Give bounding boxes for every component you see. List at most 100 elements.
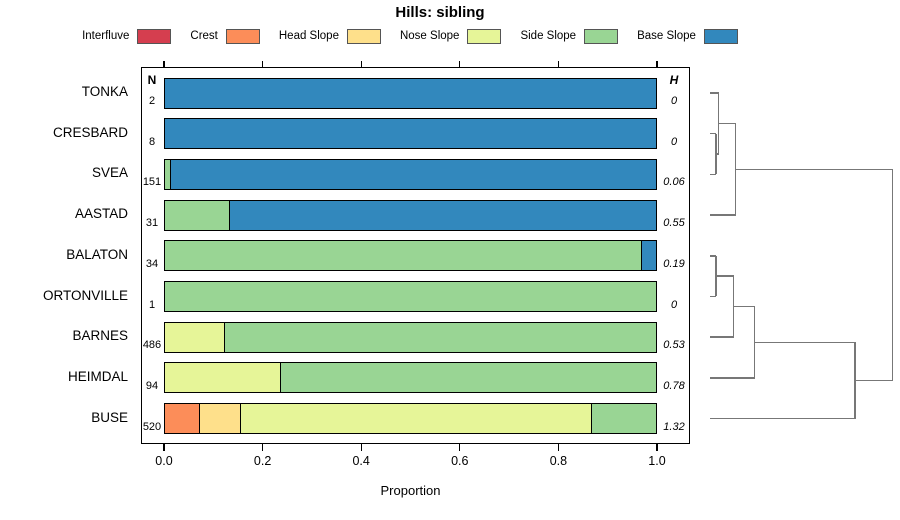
- bar-segment: [165, 322, 224, 352]
- stacked-bar: [164, 77, 657, 109]
- dendrogram-vline: [734, 123, 737, 216]
- row-h-value: 0.53: [663, 339, 685, 352]
- dendrogram-vline: [717, 93, 720, 155]
- row-n-value: 31: [145, 217, 159, 230]
- x-axis-tick-bottom: [163, 444, 165, 451]
- row-h-value: 0: [670, 135, 678, 148]
- row-h-value: 0.78: [663, 379, 685, 392]
- row-label: ORTONVILLE: [42, 287, 128, 303]
- row-h-value: 0.55: [663, 217, 685, 230]
- dendrogram-hline: [710, 132, 716, 135]
- bar-segment: [165, 363, 281, 393]
- bar-segment: [590, 404, 656, 434]
- dendrogram-vline: [732, 276, 735, 338]
- dendrogram-hline: [710, 255, 716, 257]
- row-n-value: 1: [148, 298, 156, 311]
- row-label: HEIMDAL: [67, 368, 128, 384]
- n-column-header: N: [147, 73, 157, 87]
- x-axis-tick-label: 0.8: [549, 454, 568, 468]
- dendrogram-vline: [715, 133, 717, 175]
- bar-segment: [240, 404, 591, 434]
- dendrogram-vline: [715, 255, 717, 297]
- legend-label: Crest: [190, 30, 218, 42]
- bar-segment: [199, 404, 241, 434]
- bar-segment: [165, 159, 170, 189]
- stacked-bar: [164, 118, 657, 150]
- legend-item: Nose Slope: [399, 28, 502, 44]
- x-axis-tick-top: [459, 60, 461, 67]
- x-axis-tick-bottom: [557, 444, 559, 451]
- bar-segment: [641, 241, 656, 271]
- bar-segment: [165, 241, 642, 271]
- legend-item: Crest: [190, 28, 260, 44]
- x-axis-tick-label: 1.0: [648, 454, 666, 468]
- row-n-value: 8: [148, 135, 156, 148]
- bar-segment: [223, 322, 656, 352]
- dendrogram-hline: [710, 92, 719, 94]
- x-axis-title: Proportion: [380, 483, 441, 498]
- dendrogram-hline: [855, 379, 893, 382]
- row-label: CRESBARD: [52, 124, 128, 140]
- dendrogram-hline: [710, 377, 755, 379]
- legend-swatch: [346, 28, 381, 44]
- row-h-value: 0.06: [663, 176, 685, 189]
- chart-title: Hills: sibling: [395, 4, 485, 21]
- dendrogram-vline: [753, 306, 756, 378]
- x-axis-tick-bottom: [459, 444, 461, 451]
- legend-swatch: [467, 28, 502, 44]
- row-label: SVEA: [91, 165, 128, 181]
- x-axis-tick-label: 0.4: [352, 454, 370, 468]
- legend-item: Side Slope: [520, 28, 619, 44]
- dendrogram-hline: [710, 417, 855, 420]
- row-label: TONKA: [81, 84, 128, 99]
- legend-label: Nose Slope: [399, 30, 460, 42]
- x-axis-tick-bottom: [656, 444, 658, 451]
- bar-segment: [228, 200, 656, 230]
- dendrogram-hline: [710, 295, 716, 298]
- dendrogram-hline: [754, 341, 855, 344]
- row-label: BARNES: [72, 328, 128, 344]
- row-label: BALATON: [66, 246, 128, 262]
- legend-label: Interfluve: [82, 30, 130, 42]
- x-axis-tick-top: [360, 60, 362, 67]
- x-axis-tick-label: 0.2: [253, 454, 272, 468]
- dendrogram-hline: [733, 305, 755, 308]
- row-label: BUSE: [91, 409, 128, 425]
- legend-label: Side Slope: [520, 30, 577, 42]
- dendrogram-hline: [716, 153, 719, 155]
- row-n-value: 486: [142, 339, 162, 352]
- bar-segment: [169, 159, 656, 189]
- stacked-bar: [164, 321, 657, 353]
- row-n-value: 2: [148, 95, 156, 107]
- bar-segment: [165, 282, 656, 311]
- row-h-value: 0.19: [663, 257, 685, 270]
- stacked-bar: [164, 199, 657, 231]
- legend-item: Base Slope: [637, 28, 738, 44]
- dendrogram-hline: [735, 168, 893, 171]
- bar-segment: [165, 200, 229, 230]
- legend-label: Base Slope: [637, 30, 696, 42]
- legend: Interfluve Crest Head Slope Nose Slope Side …: [0, 26, 820, 46]
- row-h-value: 0: [670, 298, 678, 311]
- legend-swatch: [584, 28, 619, 44]
- bar-segment: [280, 363, 656, 393]
- x-axis-tick-top: [656, 60, 658, 67]
- row-h-value: 0: [670, 95, 678, 107]
- dendrogram-hline: [710, 173, 716, 176]
- stacked-bar: [164, 362, 657, 394]
- x-axis-tick-top: [262, 60, 264, 67]
- stacked-bar: [164, 240, 657, 272]
- legend-swatch: [137, 28, 172, 44]
- dendrogram-hline: [718, 122, 736, 125]
- legend-item: Head Slope: [279, 28, 381, 44]
- row-n-value: 94: [145, 379, 159, 392]
- stacked-bar: [164, 281, 657, 312]
- legend-swatch: [225, 28, 260, 44]
- stacked-bar: [164, 158, 657, 190]
- row-n-value: 151: [142, 176, 162, 189]
- legend-swatch: [703, 28, 738, 44]
- x-axis-tick-bottom: [262, 444, 264, 451]
- x-axis-tick-top: [557, 60, 559, 67]
- dendrogram-hline: [710, 336, 734, 338]
- bar-segment: [165, 404, 200, 434]
